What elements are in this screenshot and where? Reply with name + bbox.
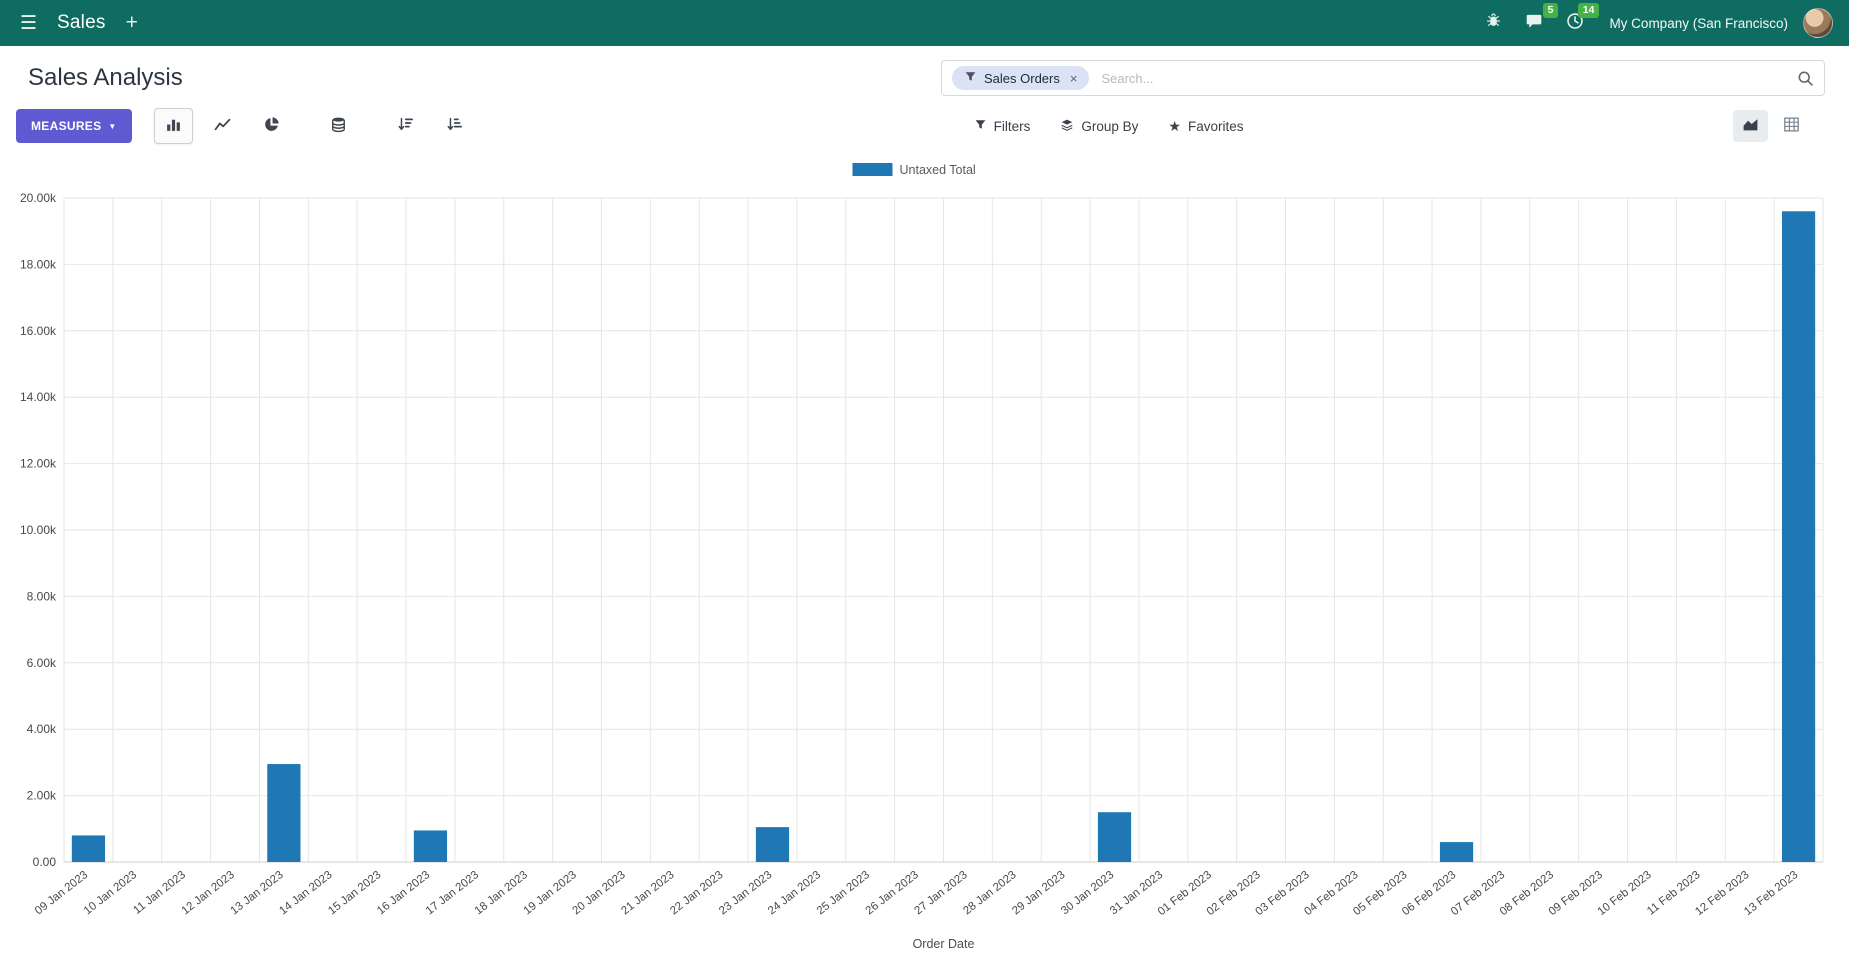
svg-text:09 Jan 2023: 09 Jan 2023 <box>33 869 90 917</box>
svg-text:0.00: 0.00 <box>33 855 57 869</box>
layers-icon <box>1060 118 1074 135</box>
svg-text:8.00k: 8.00k <box>27 589 57 603</box>
svg-text:27 Jan 2023: 27 Jan 2023 <box>912 869 969 917</box>
pivot-table-icon <box>1783 116 1800 136</box>
svg-text:Untaxed Total: Untaxed Total <box>900 163 976 177</box>
chart-type-group <box>153 108 474 144</box>
svg-text:11 Jan 2023: 11 Jan 2023 <box>131 869 188 917</box>
svg-text:26 Jan 2023: 26 Jan 2023 <box>864 869 921 917</box>
measures-button[interactable]: MEASURES ▼ <box>16 109 132 143</box>
view-switcher <box>1733 110 1809 142</box>
stacked-toggle-button[interactable] <box>319 108 358 144</box>
app-name[interactable]: Sales <box>57 12 106 33</box>
sales-analysis-bar-chart: 0.00 2.00k 4.00k 6.00k 8.00k 10.00k 12.00k 14.0… <box>20 163 1824 951</box>
svg-text:10 Feb 2023: 10 Feb 2023 <box>1596 869 1654 918</box>
svg-text:13 Jan 2023: 13 Jan 2023 <box>228 869 285 917</box>
caret-down-icon: ▼ <box>108 121 117 131</box>
hamburger-icon: ☰ <box>20 12 38 34</box>
chat-bubble-icon <box>1525 12 1543 35</box>
stacked-database-icon <box>330 116 347 136</box>
control-panel: Sales Analysis Sales Orders × Search... … <box>0 46 1849 152</box>
svg-text:14 Jan 2023: 14 Jan 2023 <box>277 869 334 917</box>
sort-descending-button[interactable] <box>386 108 425 144</box>
svg-text:13 Feb 2023: 13 Feb 2023 <box>1742 869 1800 918</box>
svg-text:20.00k: 20.00k <box>20 191 57 205</box>
svg-text:30 Jan 2023: 30 Jan 2023 <box>1059 869 1116 917</box>
line-chart-button[interactable] <box>203 108 242 144</box>
svg-text:10.00k: 10.00k <box>20 523 57 537</box>
svg-text:16.00k: 16.00k <box>20 324 57 338</box>
debug-button[interactable] <box>1481 8 1506 38</box>
svg-text:24 Jan 2023: 24 Jan 2023 <box>766 869 823 917</box>
measures-label: MEASURES <box>31 119 102 133</box>
user-avatar[interactable] <box>1803 8 1833 38</box>
sort-descending-icon <box>397 116 414 136</box>
graph-view-button[interactable] <box>1733 110 1768 142</box>
search-facet-sales-orders[interactable]: Sales Orders × <box>952 66 1090 90</box>
svg-text:19 Jan 2023: 19 Jan 2023 <box>522 869 579 917</box>
menu-toggle-button[interactable]: ☰ <box>16 10 41 37</box>
sort-ascending-icon <box>446 116 463 136</box>
bar-chart-icon <box>165 116 182 136</box>
messages-badge: 5 <box>1542 2 1559 18</box>
clock-icon <box>1566 12 1584 35</box>
svg-text:29 Jan 2023: 29 Jan 2023 <box>1010 869 1067 917</box>
activities-button[interactable]: 14 <box>1562 2 1600 39</box>
bug-icon <box>1485 12 1502 34</box>
search-icon[interactable] <box>1797 70 1814 87</box>
svg-text:20 Jan 2023: 20 Jan 2023 <box>570 869 627 917</box>
sort-ascending-button[interactable] <box>435 108 474 144</box>
pie-chart-icon <box>263 116 280 136</box>
svg-text:Order Date: Order Date <box>913 937 975 951</box>
group-by-button[interactable]: Group By <box>1060 118 1138 135</box>
svg-text:10 Jan 2023: 10 Jan 2023 <box>82 869 139 917</box>
search-bar[interactable]: Sales Orders × Search... <box>941 60 1825 96</box>
search-input[interactable]: Search... <box>1101 70 1154 86</box>
svg-text:28 Jan 2023: 28 Jan 2023 <box>961 869 1018 917</box>
svg-text:6.00k: 6.00k <box>27 656 57 670</box>
plus-icon[interactable]: + <box>122 11 142 35</box>
messages-button[interactable]: 5 <box>1521 2 1559 39</box>
svg-text:15 Jan 2023: 15 Jan 2023 <box>326 869 383 917</box>
svg-text:25 Jan 2023: 25 Jan 2023 <box>815 869 872 917</box>
svg-text:16 Jan 2023: 16 Jan 2023 <box>375 869 432 917</box>
top-navbar: ☰ Sales + 5 14 My Company (San Francisco… <box>0 0 1849 46</box>
search-options-group: Filters Group By ★ Favorites <box>974 118 1244 135</box>
filters-funnel-icon <box>974 118 987 134</box>
favorites-button[interactable]: ★ Favorites <box>1168 118 1243 135</box>
area-chart-icon <box>1742 116 1759 136</box>
svg-text:18.00k: 18.00k <box>20 257 57 271</box>
svg-text:12.00k: 12.00k <box>20 457 57 471</box>
group-by-label: Group By <box>1081 118 1139 134</box>
svg-text:4.00k: 4.00k <box>27 722 57 736</box>
svg-text:23 Jan 2023: 23 Jan 2023 <box>717 869 774 917</box>
bar-chart-button[interactable] <box>153 108 193 144</box>
search-facet-label: Sales Orders <box>984 70 1060 86</box>
svg-text:21 Jan 2023: 21 Jan 2023 <box>619 869 676 917</box>
chart-area: 0.00 2.00k 4.00k 6.00k 8.00k 10.00k 12.00k 14.0… <box>0 152 1849 958</box>
page-title: Sales Analysis <box>28 64 183 91</box>
svg-text:14.00k: 14.00k <box>20 390 57 404</box>
svg-text:17 Jan 2023: 17 Jan 2023 <box>424 869 481 917</box>
activities-badge: 14 <box>1577 2 1600 18</box>
svg-text:22 Jan 2023: 22 Jan 2023 <box>668 869 725 917</box>
filters-button[interactable]: Filters <box>974 118 1031 134</box>
filters-label: Filters <box>993 118 1031 134</box>
favorites-label: Favorites <box>1187 118 1244 134</box>
pivot-view-button[interactable] <box>1774 110 1809 142</box>
facet-remove-icon[interactable]: × <box>1069 70 1078 86</box>
company-switcher[interactable]: My Company (San Francisco) <box>1609 15 1788 31</box>
line-chart-icon <box>214 116 231 136</box>
filter-funnel-icon <box>964 70 977 86</box>
pie-chart-button[interactable] <box>252 108 291 144</box>
svg-text:2.00k: 2.00k <box>27 789 57 803</box>
svg-text:12 Jan 2023: 12 Jan 2023 <box>180 869 237 917</box>
svg-text:18 Jan 2023: 18 Jan 2023 <box>473 869 530 917</box>
star-icon: ★ <box>1168 117 1181 134</box>
